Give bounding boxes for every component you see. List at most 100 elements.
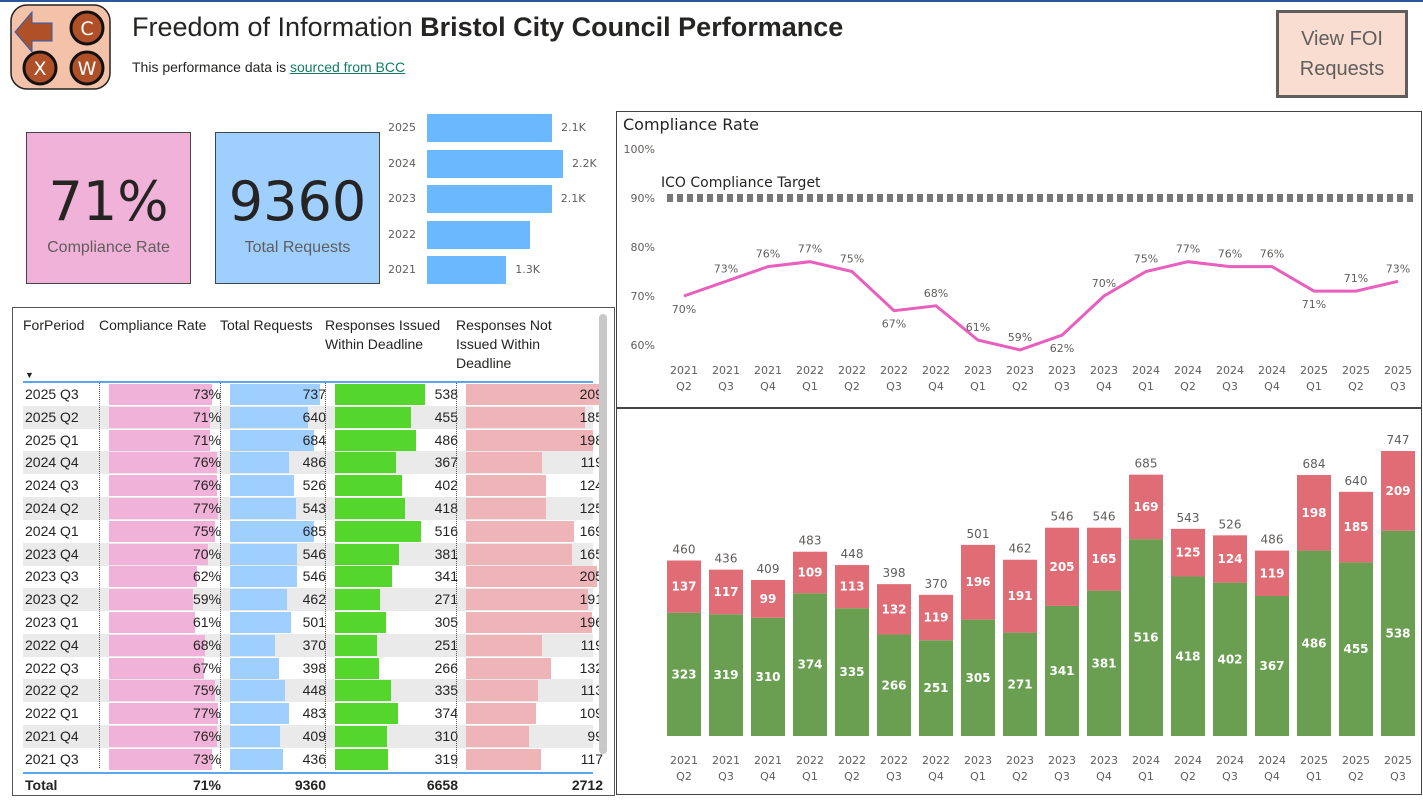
- table-row[interactable]: 2023 Q1 61% 501 305 196: [23, 611, 603, 634]
- data-bar: [109, 703, 218, 725]
- table-row[interactable]: 2023 Q3 62% 546 341 205: [23, 565, 603, 588]
- cell-value: 75%: [192, 682, 221, 699]
- table-total-row: Total 71% 9360 6658 2712: [23, 772, 603, 795]
- table-row[interactable]: 2023 Q4 70% 546 381 165: [23, 542, 603, 566]
- value-cell: 59%: [109, 588, 221, 611]
- cell-value: 77%: [192, 705, 221, 722]
- data-bar: [466, 726, 530, 747]
- table-row[interactable]: 2022 Q1 77% 483 374 109: [23, 702, 603, 725]
- cell-value: 418: [434, 500, 458, 516]
- x-tick-label: Q1: [1306, 770, 1322, 783]
- within-value-label: 374: [797, 658, 822, 672]
- x-tick-label: Q3: [718, 380, 734, 393]
- table-scrollbar[interactable]: [599, 314, 607, 754]
- cell-value: 483: [302, 705, 326, 722]
- within-deadline-bar: [961, 619, 995, 736]
- subtitle-text: This performance data is: [132, 59, 287, 75]
- table-row[interactable]: 2022 Q2 75% 448 335 113: [23, 679, 603, 703]
- within-value-label: 455: [1343, 642, 1368, 656]
- col-header-not-within[interactable]: Responses Not Issued Within Deadline: [456, 317, 552, 371]
- period-cell: 2025 Q2: [25, 408, 79, 425]
- app-logo[interactable]: C X W: [10, 4, 111, 90]
- col-header-period[interactable]: ForPeriod: [23, 317, 85, 333]
- total-value-label: 640: [1345, 474, 1368, 488]
- col-header-within[interactable]: Responses Issued Within Deadline: [325, 317, 441, 352]
- period-cell: 2023 Q4: [25, 545, 79, 562]
- col-header-total[interactable]: Total Requests: [220, 317, 313, 333]
- within-deadline-bar: [877, 634, 911, 736]
- x-tick-label: 2024: [1216, 754, 1244, 767]
- cell-value: 73%: [192, 750, 221, 767]
- table-row[interactable]: 2021 Q3 73% 436 319 117: [23, 748, 603, 771]
- cell-value: 737: [302, 386, 326, 402]
- x-tick-label: Q4: [1096, 380, 1112, 393]
- value-cell: 409: [230, 725, 326, 748]
- cell-value: 62%: [192, 568, 221, 585]
- point-label: 75%: [1134, 253, 1158, 266]
- x-tick-label: 2024: [1132, 364, 1160, 377]
- y-tick-label: 60%: [631, 339, 655, 352]
- within-value-label: 319: [713, 668, 738, 682]
- value-cell: 448: [230, 679, 326, 702]
- within-deadline-bar: [1381, 530, 1415, 736]
- sort-desc-icon[interactable]: ▼: [25, 370, 34, 380]
- value-cell: 73%: [109, 383, 221, 406]
- x-tick-label: 2021: [712, 364, 740, 377]
- kpi-compliance-card: 71% Compliance Rate: [26, 132, 191, 284]
- total-value-label: 747: [1387, 433, 1410, 447]
- column-divider: [99, 383, 100, 768]
- source-link[interactable]: sourced from BCC: [289, 59, 406, 75]
- table-row[interactable]: 2022 Q4 68% 370 251 119: [23, 633, 603, 657]
- not-within-value-label: 165: [1091, 552, 1116, 566]
- within-deadline-bar: [1003, 632, 1037, 736]
- x-tick-label: 2022: [880, 754, 908, 767]
- value-cell: 70%: [109, 543, 221, 566]
- point-label: 71%: [1344, 272, 1368, 285]
- value-cell: 73%: [109, 748, 221, 771]
- view-foi-requests-button[interactable]: View FOI Requests: [1276, 10, 1408, 98]
- table-row[interactable]: 2023 Q2 59% 462 271 191: [23, 588, 603, 612]
- x-tick-label: Q3: [886, 770, 902, 783]
- table-row[interactable]: 2024 Q2 77% 543 418 125: [23, 497, 603, 520]
- table-row[interactable]: 2024 Q1 75% 685 516 169: [23, 520, 603, 543]
- table-row[interactable]: 2025 Q3 73% 737 538 209: [23, 383, 603, 406]
- data-bar: [466, 589, 589, 611]
- x-tick-label: Q2: [1180, 380, 1196, 393]
- data-bar: [335, 543, 399, 565]
- target-label: ICO Compliance Target: [661, 175, 821, 191]
- table-row[interactable]: 2024 Q3 76% 526 402 124: [23, 474, 603, 497]
- cell-value: 402: [434, 477, 458, 494]
- x-tick-label: 2024: [1216, 364, 1244, 377]
- value-cell: 209: [466, 383, 603, 406]
- x-tick-label: 2022: [796, 364, 824, 377]
- table-row[interactable]: 2024 Q4 76% 486 367 119: [23, 451, 603, 475]
- within-deadline-bar: [1255, 595, 1289, 736]
- data-bar: [466, 748, 541, 770]
- year-bar: [427, 185, 552, 213]
- value-cell: 374: [335, 702, 458, 725]
- x-tick-label: Q2: [1180, 770, 1196, 783]
- table-row[interactable]: 2025 Q1 71% 684 486 198: [23, 429, 603, 452]
- point-label: 73%: [714, 262, 738, 275]
- table-row[interactable]: 2025 Q2 71% 640 455 185: [23, 405, 603, 429]
- value-cell: 67%: [109, 657, 221, 680]
- total-value-label: 546: [1093, 510, 1116, 524]
- x-tick-label: 2023: [1006, 364, 1034, 377]
- cell-value: 543: [302, 500, 326, 516]
- year-bar: [427, 220, 531, 249]
- x-tick-label: 2024: [1258, 364, 1286, 377]
- data-bar: [466, 657, 551, 679]
- within-value-label: 538: [1385, 626, 1410, 640]
- within-value-label: 271: [1007, 677, 1032, 691]
- data-bar: [335, 429, 417, 451]
- value-cell: 76%: [109, 725, 221, 748]
- not-within-deadline-bar: [1381, 451, 1415, 531]
- period-cell: 2024 Q2: [25, 500, 79, 516]
- cell-value: 455: [434, 408, 458, 425]
- not-within-deadline-bar: [793, 551, 827, 594]
- table-row[interactable]: 2021 Q4 76% 409 310 99: [23, 725, 603, 748]
- year-value-label: 2.1K: [560, 192, 586, 205]
- col-header-compliance[interactable]: Compliance Rate: [99, 317, 207, 333]
- table-row[interactable]: 2022 Q3 67% 398 266 132: [23, 657, 603, 680]
- value-cell: 370: [230, 634, 326, 657]
